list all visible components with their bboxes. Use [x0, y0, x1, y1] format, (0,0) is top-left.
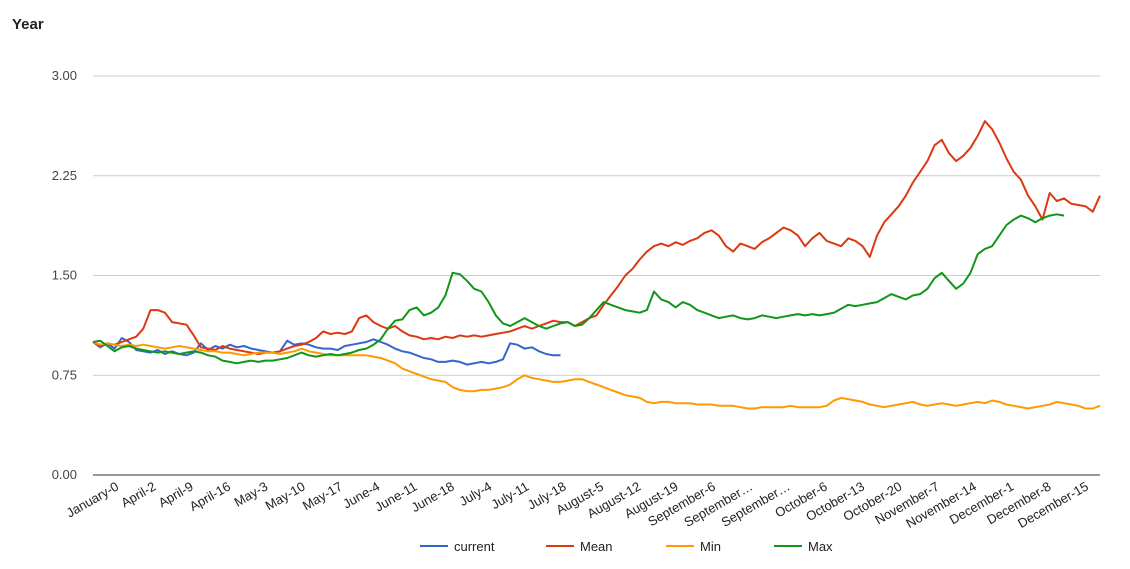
x-tick-label: April-2 [118, 479, 158, 511]
x-tick-label: April-16 [187, 479, 233, 514]
series-line-min[interactable] [92, 341, 1101, 410]
y-tick-label: 2.25 [52, 168, 77, 183]
y-tick-label: 3.00 [52, 68, 77, 83]
x-tick-label: July-11 [488, 479, 531, 512]
y-axis-ticks: 0.00 0.75 1.50 2.25 3.00 [52, 68, 77, 482]
legend-label-mean[interactable]: Mean [580, 539, 613, 554]
legend-label-min[interactable]: Min [700, 539, 721, 554]
grid [93, 75, 1100, 476]
x-tick-label: July-4 [457, 479, 495, 509]
x-tick-label: May-17 [300, 479, 345, 514]
x-tick-label: June-18 [409, 479, 457, 515]
chart-title: Year [12, 16, 44, 33]
legend-label-current[interactable]: current [454, 539, 495, 554]
y-tick-label: 1.50 [52, 268, 77, 283]
legend: current Mean Min Max [420, 539, 833, 554]
x-tick-label: May-10 [263, 479, 308, 514]
x-axis-ticks: January-0April-2April-9April-16May-3May-… [64, 479, 1091, 531]
y-tick-label: 0.00 [52, 467, 77, 482]
series-line-mean[interactable] [92, 120, 1101, 355]
series-line-max[interactable] [92, 213, 1065, 365]
legend-label-max[interactable]: Max [808, 539, 833, 554]
series-lines [92, 120, 1101, 410]
x-tick-label: January-0 [64, 479, 122, 521]
y-tick-label: 0.75 [52, 367, 77, 382]
